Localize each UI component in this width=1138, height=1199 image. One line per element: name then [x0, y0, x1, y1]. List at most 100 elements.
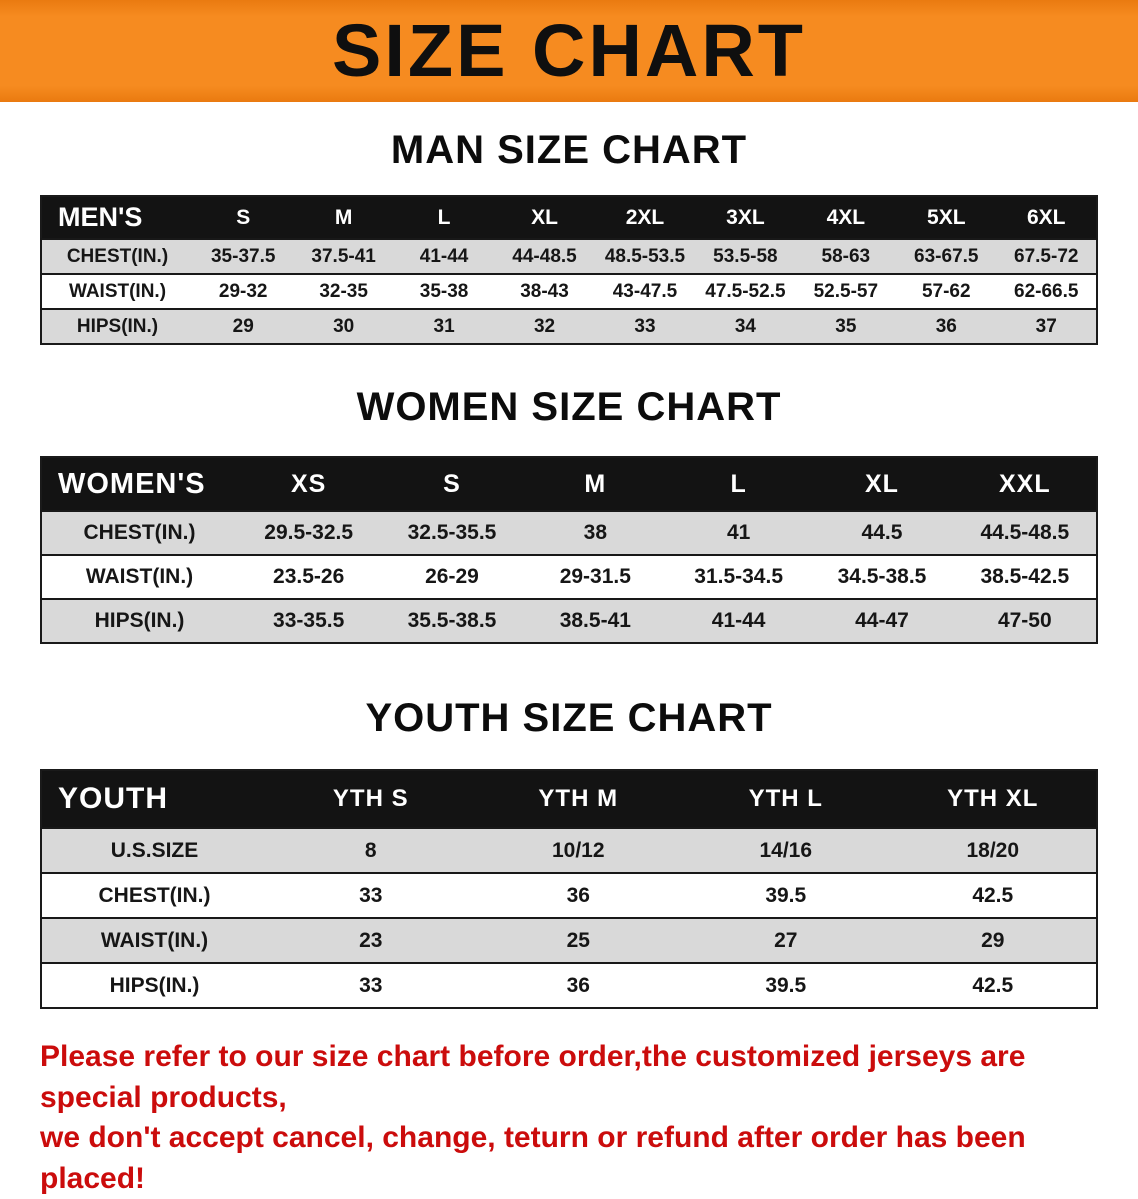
size-cell: 39.5	[765, 883, 807, 907]
size-cell: 41	[726, 521, 751, 544]
size-cell: 41-44	[711, 609, 766, 632]
size-chart-banner: SIZE CHART	[0, 0, 1138, 102]
women-hips-row: HIPS(IN.) 33-35.5 35.5-38.5 38.5-41 41-4…	[41, 599, 1097, 643]
col-header: 2XL	[594, 196, 696, 239]
size-cell: 44.5	[861, 521, 903, 544]
women-waist-row: WAIST(IN.) 23.5-26 26-29 29-31.5 31.5-34…	[41, 555, 1097, 599]
youth-chest-row: CHEST(IN.) 33 36 39.5 42.5	[41, 873, 1097, 918]
size-cell: 29	[232, 315, 254, 337]
col-header: 3XL	[695, 196, 796, 239]
col-header: YTH L	[682, 770, 890, 828]
row-label: CHEST(IN.)	[98, 883, 211, 907]
size-cell: 42.5	[972, 973, 1014, 997]
col-header: 5XL	[896, 196, 997, 239]
size-cell: 26-29	[425, 565, 479, 588]
size-cell: 29	[981, 928, 1005, 952]
size-cell: 25	[566, 928, 590, 952]
size-cell: 33-35.5	[273, 609, 345, 632]
size-cell: 43-47.5	[612, 280, 678, 302]
youth-table-title: YOUTH	[41, 770, 267, 828]
size-cell: 36	[566, 883, 590, 907]
women-chest-row: CHEST(IN.) 29.5-32.5 32.5-35.5 38 41 44.…	[41, 511, 1097, 555]
size-cell: 23.5-26	[273, 565, 345, 588]
size-cell: 41-44	[419, 245, 469, 267]
size-cell: 44.5-48.5	[980, 521, 1070, 544]
size-cell: 29-31.5	[559, 565, 631, 588]
col-header: S	[380, 457, 524, 511]
page-title: SIZE CHART	[332, 9, 806, 92]
row-label: CHEST(IN.)	[66, 245, 169, 267]
size-cell: 33	[359, 973, 383, 997]
women-section-heading: WOMEN SIZE CHART	[356, 385, 782, 429]
row-label: WAIST(IN.)	[85, 565, 194, 588]
size-cell: 36	[566, 973, 590, 997]
col-header: M	[523, 457, 667, 511]
size-cell: 35-38	[419, 280, 469, 302]
size-cell: 44-48.5	[512, 245, 577, 267]
size-cell: 8	[364, 838, 377, 862]
row-label: CHEST(IN.)	[83, 521, 196, 544]
col-header: XXL	[953, 457, 1097, 511]
youth-header-row: YOUTH YTH S YTH M YTH L YTH XL	[41, 770, 1097, 828]
size-cell: 32	[533, 315, 556, 337]
youth-hips-row: HIPS(IN.) 33 36 39.5 42.5	[41, 963, 1097, 1008]
size-cell: 42.5	[972, 883, 1014, 907]
col-header: L	[666, 457, 811, 511]
col-header: YTH XL	[889, 770, 1097, 828]
size-cell: 29-32	[218, 280, 268, 302]
men-table-title: MEN'S	[41, 196, 193, 239]
men-chest-row: CHEST(IN.) 35-37.5 37.5-41 41-44 44-48.5…	[41, 239, 1097, 274]
women-size-table: WOMEN'S XS S M L XL XXL CHEST(IN.) 29.5-…	[40, 456, 1098, 644]
row-label: HIPS(IN.)	[76, 315, 159, 337]
col-header: YTH M	[474, 770, 682, 828]
size-cell: 58-63	[821, 245, 871, 267]
men-size-table: MEN'S S M L XL 2XL 3XL 4XL 5XL 6XL CHEST…	[40, 195, 1098, 345]
col-header: M	[293, 196, 394, 239]
size-cell: 62-66.5	[1014, 280, 1079, 302]
men-section-heading: MAN SIZE CHART	[390, 128, 748, 172]
men-waist-row: WAIST(IN.) 29-32 32-35 35-38 38-43 43-47…	[41, 274, 1097, 309]
size-cell: 35-37.5	[210, 245, 276, 267]
youth-ussize-row: U.S.SIZE 8 10/12 14/16 18/20	[41, 828, 1097, 873]
size-cell: 44-47	[855, 609, 909, 632]
row-label: U.S.SIZE	[110, 838, 199, 862]
size-cell: 23	[359, 928, 383, 952]
size-cell: 34	[734, 315, 756, 337]
size-cell: 38	[583, 521, 607, 544]
size-cell: 53.5-58	[713, 245, 778, 267]
size-cell: 35	[835, 315, 857, 337]
col-header: XL	[810, 457, 954, 511]
size-cell: 34.5-38.5	[837, 565, 927, 588]
youth-size-table: YOUTH YTH S YTH M YTH L YTH XL U.S.SIZE …	[40, 769, 1098, 1009]
size-cell: 52.5-57	[813, 280, 879, 302]
col-header: 6XL	[996, 196, 1097, 239]
size-cell: 67.5-72	[1014, 245, 1079, 267]
size-cell: 30	[333, 315, 355, 337]
col-header: YTH S	[267, 770, 475, 828]
youth-waist-row: WAIST(IN.) 23 25 27 29	[41, 918, 1097, 963]
disclaimer-note: Please refer to our size chart before or…	[40, 1037, 1118, 1199]
col-header: 4XL	[795, 196, 897, 239]
size-cell: 32.5-35.5	[407, 521, 497, 544]
size-cell: 33	[634, 315, 656, 337]
size-cell: 36	[935, 315, 957, 337]
row-label: WAIST(IN.)	[68, 280, 167, 302]
row-label: HIPS(IN.)	[94, 609, 185, 632]
size-cell: 27	[774, 928, 798, 952]
size-cell: 10/12	[551, 838, 605, 862]
size-cell: 47-50	[997, 609, 1052, 632]
size-cell: 39.5	[765, 973, 807, 997]
size-cell: 63-67.5	[914, 245, 979, 267]
size-cell: 18/20	[966, 838, 1020, 862]
size-cell: 38.5-42.5	[980, 565, 1070, 588]
size-cell: 38-43	[520, 280, 569, 302]
size-cell: 32-35	[319, 280, 368, 302]
size-cell: 48.5-53.5	[604, 245, 686, 267]
col-header: L	[393, 196, 495, 239]
size-cell: 31.5-34.5	[694, 565, 784, 588]
size-cell: 37	[1035, 315, 1057, 337]
youth-section-heading: YOUTH SIZE CHART	[365, 696, 773, 740]
row-label: WAIST(IN.)	[100, 928, 209, 952]
size-cell: 29.5-32.5	[264, 521, 354, 544]
disclaimer-line-1: Please refer to our size chart before or…	[40, 1040, 1026, 1114]
